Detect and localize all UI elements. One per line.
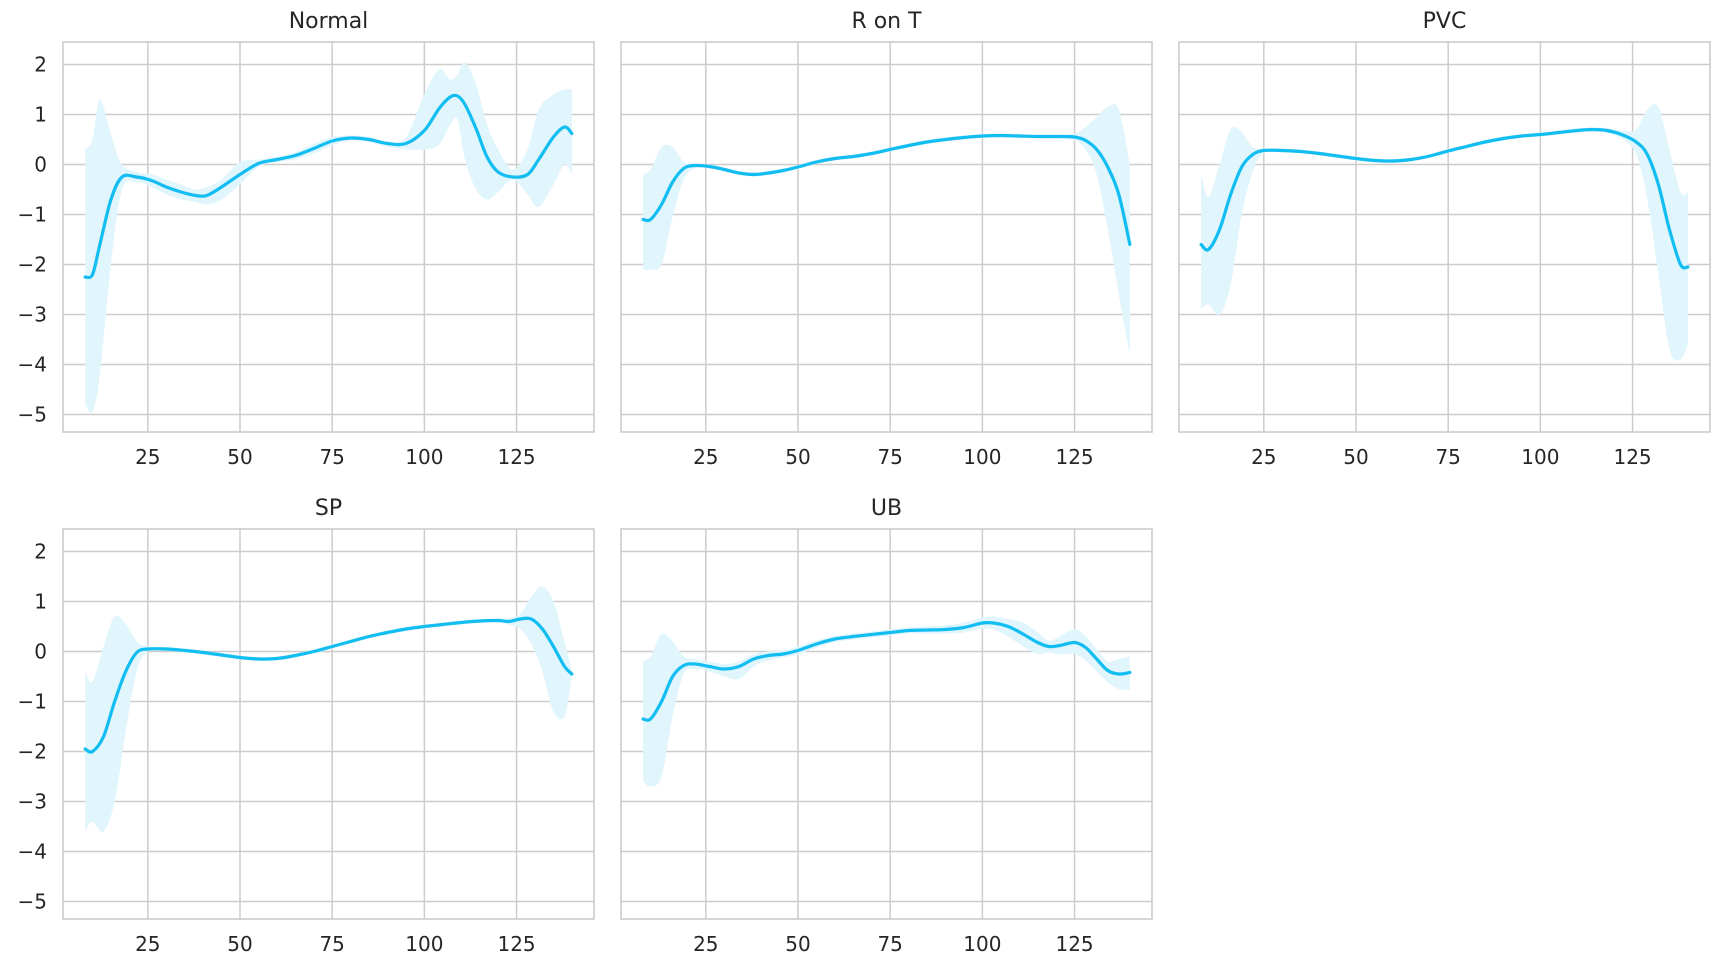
mean-line	[1199, 127, 1690, 270]
y-tick-label: −3	[18, 790, 47, 814]
panel-title: R on T	[851, 9, 922, 34]
x-tick-label: 100	[1521, 445, 1559, 469]
y-tick-label: −2	[18, 253, 47, 277]
x-tick-label: 50	[1343, 445, 1368, 469]
x-tick-label: 125	[1055, 932, 1093, 956]
x-tick-label: 100	[405, 932, 443, 956]
mean-line	[641, 133, 1132, 247]
x-tick-label: 75	[1435, 445, 1460, 469]
panel-pvc: 25 50 75 100 125 PVC	[1178, 9, 1711, 469]
y-tick-label: −1	[18, 203, 47, 227]
y-tick-label: 2	[34, 53, 47, 77]
panel-ub: 25 50 75 100 125 UB	[620, 496, 1153, 956]
panel-r-on-t: 25 50 75 100 125 R on T	[620, 9, 1153, 469]
panel-normal: 25 50 75 100 125 2 1 0 −1 −2 −3 −4 −5 Normal	[18, 9, 595, 469]
mean-line	[83, 616, 574, 754]
plot-area	[62, 41, 595, 433]
y-tick-label: −2	[18, 740, 47, 764]
x-tick-label: 50	[785, 932, 810, 956]
y-tick-label: 2	[34, 540, 47, 564]
y-tick-label: 0	[34, 640, 47, 664]
x-tick-label: 25	[693, 932, 718, 956]
x-tick-label: 75	[877, 445, 902, 469]
x-tick-label: 100	[963, 932, 1001, 956]
plot-area	[620, 528, 1153, 920]
x-tick-label: 125	[1613, 445, 1651, 469]
panel-title: Normal	[289, 9, 369, 34]
x-tick-label: 50	[227, 932, 252, 956]
panel-title: SP	[315, 496, 342, 521]
std-band	[85, 586, 572, 833]
std-band	[643, 616, 1130, 787]
panel-sp: 25 50 75 100 125 2 1 0 −1 −2 −3 −4 −5 SP	[18, 496, 595, 956]
x-tick-label: 75	[319, 445, 344, 469]
plot-area	[62, 528, 595, 920]
panel-title: UB	[871, 496, 902, 521]
x-tick-label: 25	[693, 445, 718, 469]
x-tick-label: 75	[319, 932, 344, 956]
y-tick-label: 1	[34, 103, 47, 127]
y-tick-label: −5	[18, 403, 47, 427]
y-tick-label: −4	[18, 353, 47, 377]
x-tick-label: 25	[135, 932, 160, 956]
x-tick-label: 100	[963, 445, 1001, 469]
x-tick-label: 25	[135, 445, 160, 469]
x-tick-label: 75	[877, 932, 902, 956]
mean-line	[641, 620, 1132, 722]
x-tick-label: 125	[1055, 445, 1093, 469]
x-tick-label: 125	[497, 445, 535, 469]
y-tick-label: −5	[18, 890, 47, 914]
x-tick-label: 50	[227, 445, 252, 469]
y-tick-label: −3	[18, 303, 47, 327]
y-tick-label: −1	[18, 690, 47, 714]
std-band	[1201, 103, 1688, 361]
panel-title: PVC	[1423, 9, 1467, 34]
x-tick-label: 100	[405, 445, 443, 469]
y-tick-label: 1	[34, 590, 47, 614]
x-tick-label: 50	[785, 445, 810, 469]
y-tick-label: 0	[34, 153, 47, 177]
x-tick-label: 25	[1251, 445, 1276, 469]
plot-area	[620, 41, 1153, 433]
y-tick-label: −4	[18, 840, 47, 864]
mean-line	[83, 93, 574, 280]
x-tick-label: 125	[497, 932, 535, 956]
plot-area	[1178, 41, 1711, 433]
